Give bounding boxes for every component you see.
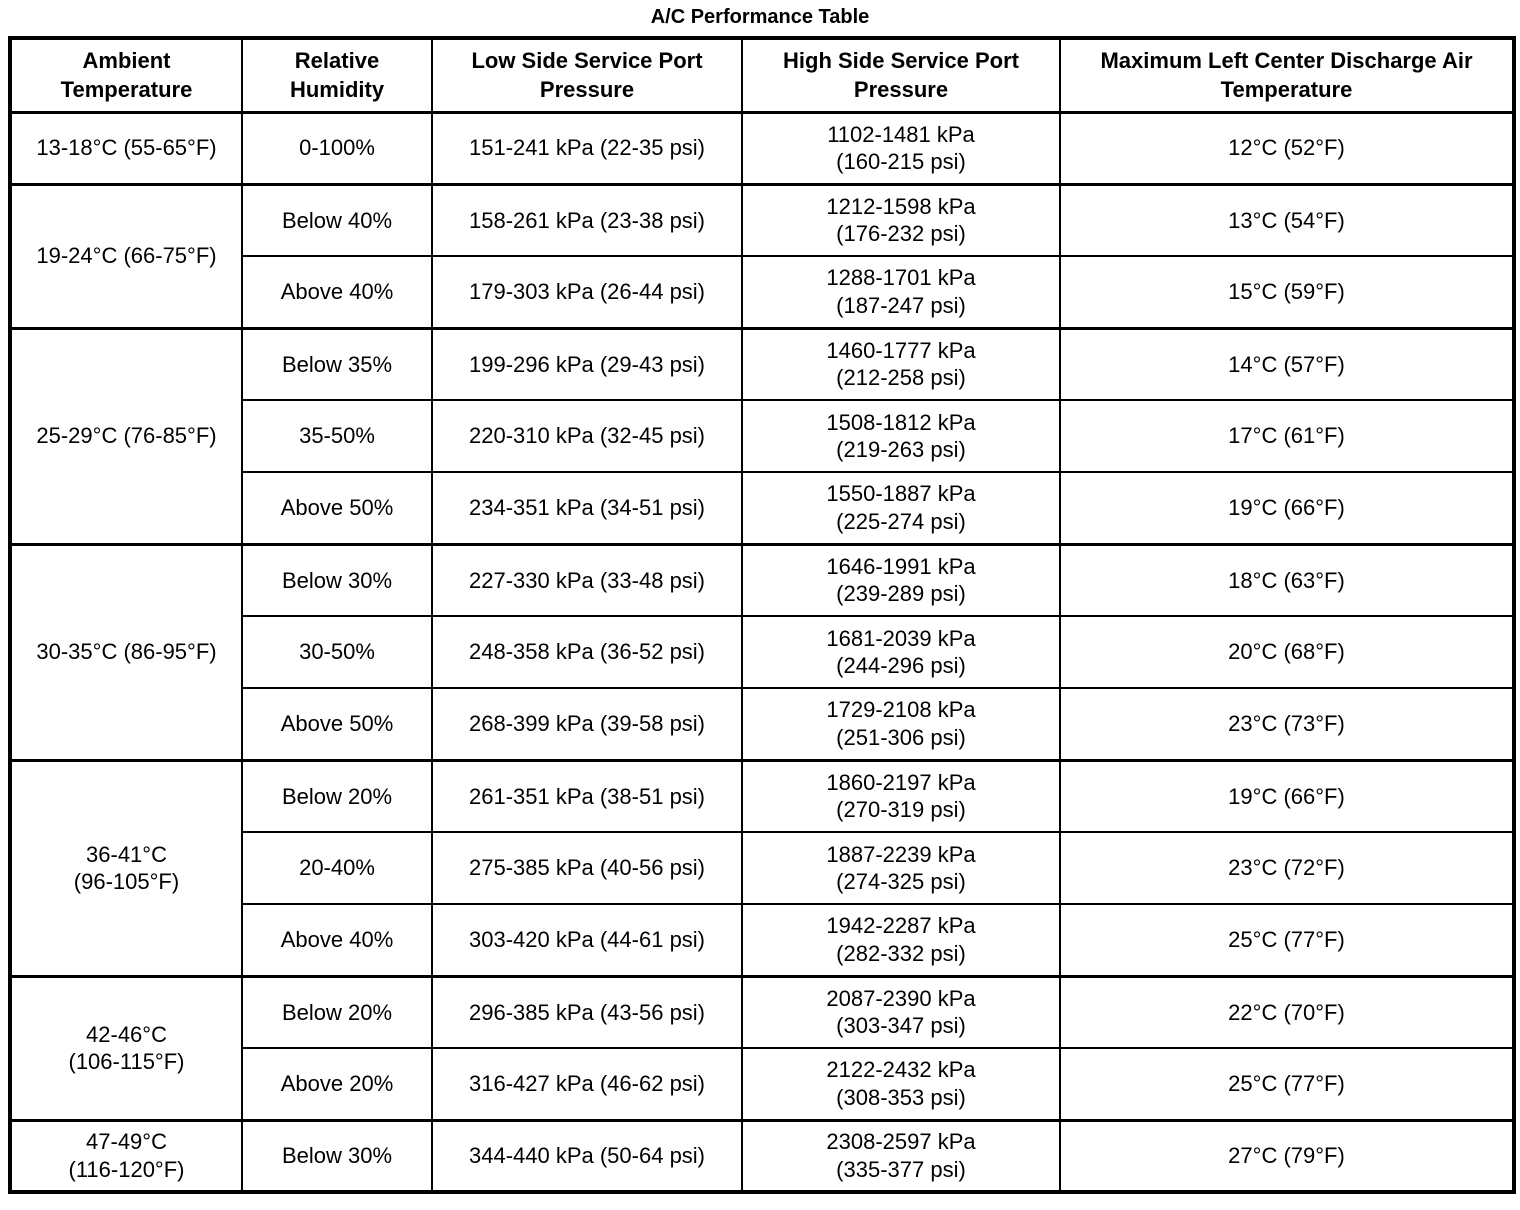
high-side-pressure-cell: 1887-2239 kPa (274-325 psi) (741, 831, 1061, 905)
low-side-pressure-cell: 234-351 kPa (34-51 psi) (431, 471, 743, 545)
low-side-pressure-cell: 227-330 kPa (33-48 psi) (431, 542, 743, 617)
ac-performance-table: Ambient Temperature Relative Humidity Lo… (8, 36, 1516, 1194)
low-side-pressure-cell: 248-358 kPa (36-52 psi) (431, 615, 743, 689)
ambient-temperature-cell: 30-35°C (86-95°F) (9, 542, 243, 761)
discharge-temperature-cell: 23°C (72°F) (1059, 831, 1515, 905)
high-side-pressure-cell: 1460-1777 kPa (212-258 psi) (741, 326, 1061, 401)
high-side-pressure-cell: 1729-2108 kPa (251-306 psi) (741, 687, 1061, 761)
high-side-pressure-cell: 1942-2287 kPa (282-332 psi) (741, 903, 1061, 977)
table-row: 47-49°C (116-120°F) Below 30% 344-440 kP… (9, 1118, 1515, 1193)
relative-humidity-cell: Below 30% (241, 542, 433, 617)
low-side-pressure-cell: 344-440 kPa (50-64 psi) (431, 1118, 743, 1193)
discharge-temperature-cell: 27°C (79°F) (1059, 1118, 1515, 1193)
low-side-pressure-cell: 220-310 kPa (32-45 psi) (431, 399, 743, 473)
table-row: Above 50% 268-399 kPa (39-58 psi) 1729-2… (10, 687, 1515, 761)
ambient-temperature-cell: 47-49°C (116-120°F) (9, 1118, 243, 1193)
low-side-pressure-cell: 275-385 kPa (40-56 psi) (431, 831, 743, 905)
relative-humidity-cell: 35-50% (241, 399, 433, 473)
table-row: Above 50% 234-351 kPa (34-51 psi) 1550-1… (10, 471, 1515, 545)
table-row: 20-40% 275-385 kPa (40-56 psi) 1887-2239… (10, 831, 1515, 905)
relative-humidity-cell: Below 20% (241, 758, 433, 833)
discharge-temperature-cell: 15°C (59°F) (1059, 255, 1515, 329)
low-side-pressure-cell: 151-241 kPa (22-35 psi) (431, 110, 743, 185)
discharge-temperature-cell: 14°C (57°F) (1059, 326, 1515, 401)
high-side-pressure-cell: 2122-2432 kPa (308-353 psi) (741, 1047, 1061, 1121)
low-side-pressure-cell: 179-303 kPa (26-44 psi) (431, 255, 743, 329)
high-side-pressure-cell: 2308-2597 kPa (335-377 psi) (741, 1118, 1061, 1193)
header-ambient-temperature: Ambient Temperature (9, 37, 243, 114)
discharge-temperature-cell: 17°C (61°F) (1059, 399, 1515, 473)
discharge-temperature-cell: 19°C (66°F) (1059, 471, 1515, 545)
high-side-pressure-cell: 1550-1887 kPa (225-274 psi) (741, 471, 1061, 545)
discharge-temperature-cell: 18°C (63°F) (1059, 542, 1515, 617)
relative-humidity-cell: Above 40% (241, 255, 433, 329)
relative-humidity-cell: Below 30% (241, 1118, 433, 1193)
header-low-side-pressure: Low Side Service Port Pressure (431, 37, 743, 114)
relative-humidity-cell: 0-100% (241, 110, 433, 185)
table-row: 35-50% 220-310 kPa (32-45 psi) 1508-1812… (10, 399, 1515, 473)
header-high-side-pressure: High Side Service Port Pressure (741, 37, 1061, 114)
table-row: Above 40% 303-420 kPa (44-61 psi) 1942-2… (10, 903, 1515, 977)
high-side-pressure-cell: 1212-1598 kPa (176-232 psi) (741, 182, 1061, 257)
discharge-temperature-cell: 23°C (73°F) (1059, 687, 1515, 761)
discharge-temperature-cell: 25°C (77°F) (1059, 1047, 1515, 1121)
table-row: 30-35°C (86-95°F) Below 30% 227-330 kPa … (9, 542, 1515, 761)
relative-humidity-cell: Below 40% (241, 182, 433, 257)
high-side-pressure-cell: 2087-2390 kPa (303-347 psi) (741, 974, 1061, 1049)
header-discharge-air-temperature: Maximum Left Center Discharge Air Temper… (1059, 37, 1515, 114)
high-side-pressure-cell: 1102-1481 kPa (160-215 psi) (741, 110, 1061, 185)
low-side-pressure-cell: 268-399 kPa (39-58 psi) (431, 687, 743, 761)
discharge-temperature-cell: 12°C (52°F) (1059, 110, 1515, 185)
header-relative-humidity: Relative Humidity (241, 37, 433, 114)
discharge-temperature-cell: 25°C (77°F) (1059, 903, 1515, 977)
low-side-pressure-cell: 296-385 kPa (43-56 psi) (431, 974, 743, 1049)
low-side-pressure-cell: 261-351 kPa (38-51 psi) (431, 758, 743, 833)
relative-humidity-cell: Above 50% (241, 687, 433, 761)
low-side-pressure-cell: 199-296 kPa (29-43 psi) (431, 326, 743, 401)
relative-humidity-cell: Above 50% (241, 471, 433, 545)
ambient-temperature-cell: 42-46°C (106-115°F) (9, 974, 243, 1121)
low-side-pressure-cell: 316-427 kPa (46-62 psi) (431, 1047, 743, 1121)
page-title: A/C Performance Table (650, 6, 870, 28)
relative-humidity-cell: Above 20% (241, 1047, 433, 1121)
ambient-temperature-cell: 13-18°C (55-65°F) (9, 110, 243, 185)
table-row: Above 20% 316-427 kPa (46-62 psi) 2122-2… (10, 1047, 1515, 1121)
high-side-pressure-cell: 1860-2197 kPa (270-319 psi) (741, 758, 1061, 833)
discharge-temperature-cell: 22°C (70°F) (1059, 974, 1515, 1049)
table-row: 13-18°C (55-65°F) 0-100% 151-241 kPa (22… (9, 110, 1515, 185)
table-row: 25-29°C (76-85°F) Below 35% 199-296 kPa … (9, 326, 1515, 545)
relative-humidity-cell: Below 20% (241, 974, 433, 1049)
low-side-pressure-cell: 303-420 kPa (44-61 psi) (431, 903, 743, 977)
ambient-temperature-cell: 36-41°C (96-105°F) (9, 758, 243, 977)
header-row: Ambient Temperature Relative Humidity Lo… (9, 37, 1515, 114)
table-row: Above 40% 179-303 kPa (26-44 psi) 1288-1… (10, 255, 1515, 329)
table-row: 30-50% 248-358 kPa (36-52 psi) 1681-2039… (10, 615, 1515, 689)
ambient-temperature-cell: 25-29°C (76-85°F) (9, 326, 243, 545)
discharge-temperature-cell: 19°C (66°F) (1059, 758, 1515, 833)
table-row: 42-46°C (106-115°F) Below 20% 296-385 kP… (9, 974, 1515, 1121)
high-side-pressure-cell: 1288-1701 kPa (187-247 psi) (741, 255, 1061, 329)
discharge-temperature-cell: 20°C (68°F) (1059, 615, 1515, 689)
high-side-pressure-cell: 1646-1991 kPa (239-289 psi) (741, 542, 1061, 617)
high-side-pressure-cell: 1508-1812 kPa (219-263 psi) (741, 399, 1061, 473)
low-side-pressure-cell: 158-261 kPa (23-38 psi) (431, 182, 743, 257)
table-row: 36-41°C (96-105°F) Below 20% 261-351 kPa… (9, 758, 1515, 977)
high-side-pressure-cell: 1681-2039 kPa (244-296 psi) (741, 615, 1061, 689)
relative-humidity-cell: 30-50% (241, 615, 433, 689)
table-row: 19-24°C (66-75°F) Below 40% 158-261 kPa … (9, 182, 1515, 329)
relative-humidity-cell: 20-40% (241, 831, 433, 905)
relative-humidity-cell: Below 35% (241, 326, 433, 401)
relative-humidity-cell: Above 40% (241, 903, 433, 977)
discharge-temperature-cell: 13°C (54°F) (1059, 182, 1515, 257)
ambient-temperature-cell: 19-24°C (66-75°F) (9, 182, 243, 329)
